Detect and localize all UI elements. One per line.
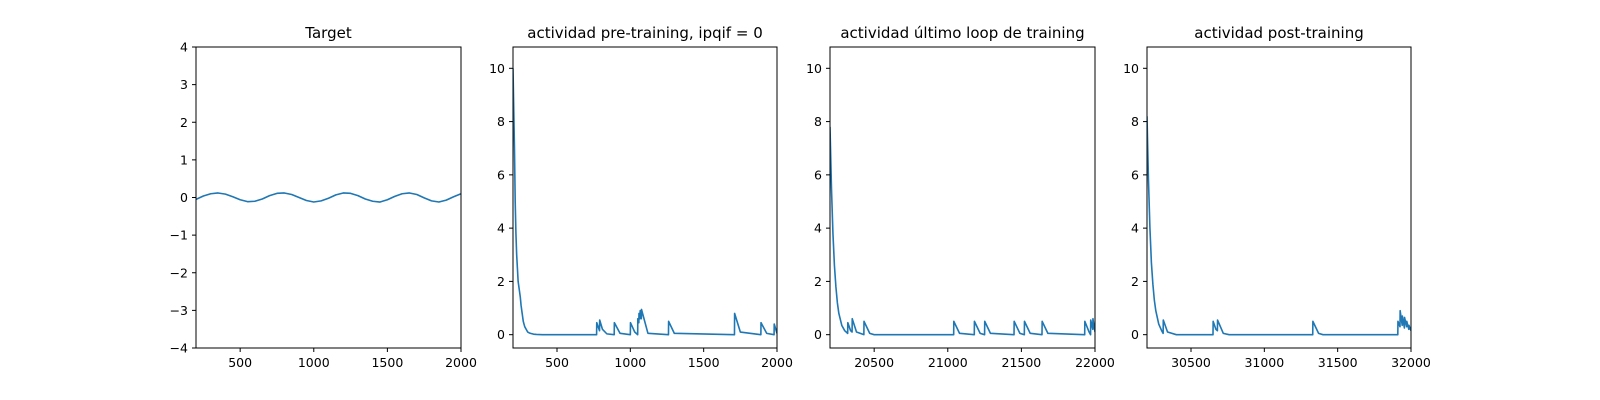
x-tick-label: 31500 — [1318, 355, 1358, 370]
y-tick-label: 0 — [497, 327, 505, 342]
y-tick-label: 4 — [180, 40, 188, 55]
y-tick-label: 4 — [497, 221, 505, 236]
panel-2: actividad pre-training, ipqif = 0 500 1000… — [489, 24, 793, 370]
y-tick-label: 2 — [1131, 274, 1139, 289]
y-tick-label: 3 — [180, 77, 188, 92]
y-tick-label: 10 — [806, 61, 822, 76]
y-tick-label: −2 — [170, 265, 188, 280]
x-tick-label: 1000 — [614, 355, 646, 370]
y-tick-label: 0 — [180, 190, 188, 205]
panel-1: Target 500 1000 1500 2000 −4 −3 −2 −1 0 1 2 3 4 — [170, 24, 477, 370]
x-tick-label: 32000 — [1391, 355, 1431, 370]
y-tick-label: 6 — [497, 167, 505, 182]
series-line-1 — [1147, 116, 1411, 336]
x-tick-label: 31000 — [1244, 355, 1284, 370]
y-tick-label: 0 — [814, 327, 822, 342]
x-tick-label: 1500 — [688, 355, 720, 370]
y-tick-label: 8 — [1131, 114, 1139, 129]
y-tick-label: 4 — [814, 221, 822, 236]
x-tick-label: 2000 — [445, 355, 477, 370]
y-tick-label: 2 — [497, 274, 505, 289]
series-line-1 — [196, 192, 461, 203]
axes-frame — [1146, 46, 1412, 349]
axes-frame — [829, 46, 1096, 349]
x-tick-label: 1000 — [298, 355, 330, 370]
y-tick-label: 0 — [1131, 327, 1139, 342]
chart-title: actividad pre-training, ipqif = 0 — [527, 24, 763, 42]
y-tick-label: 8 — [814, 114, 822, 129]
y-tick-label: −3 — [170, 303, 188, 318]
x-tick-label: 500 — [228, 355, 252, 370]
panel-4: actividad post-training 30500 31000 31500 32… — [1123, 24, 1431, 370]
y-tick-label: 10 — [489, 61, 505, 76]
x-tick-label: 22000 — [1075, 355, 1115, 370]
y-tick-label: 10 — [1123, 61, 1139, 76]
series-line-1 — [830, 126, 1095, 336]
y-tick-label: 2 — [814, 274, 822, 289]
axes-frame — [512, 46, 778, 349]
x-tick-label: 20500 — [854, 355, 894, 370]
x-tick-label: 1500 — [371, 355, 403, 370]
y-tick-label: 4 — [1131, 221, 1139, 236]
chart-title: Target — [304, 24, 352, 42]
series-line-1 — [513, 68, 777, 336]
y-tick-label: 1 — [180, 152, 188, 167]
y-tick-label: −1 — [170, 228, 188, 243]
x-tick-label: 21000 — [928, 355, 968, 370]
y-tick-label: 2 — [180, 115, 188, 130]
x-tick-label: 30500 — [1171, 355, 1211, 370]
y-tick-label: 8 — [497, 114, 505, 129]
y-tick-label: −4 — [170, 341, 188, 356]
x-tick-label: 2000 — [761, 355, 793, 370]
x-tick-label: 21500 — [1002, 355, 1042, 370]
x-tick-label: 500 — [545, 355, 569, 370]
chart-title: actividad post-training — [1194, 24, 1363, 42]
y-tick-label: 6 — [814, 167, 822, 182]
y-tick-label: 6 — [1131, 167, 1139, 182]
chart-title: actividad último loop de training — [840, 24, 1084, 42]
